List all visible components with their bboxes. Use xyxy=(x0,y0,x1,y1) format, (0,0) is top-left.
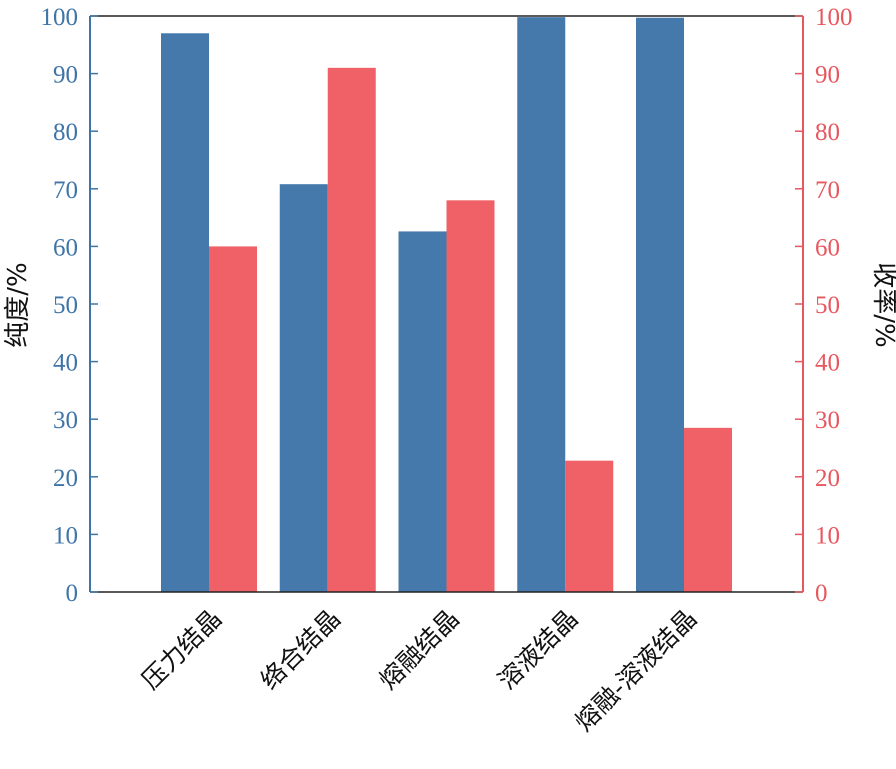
right-tick-label: 50 xyxy=(815,292,840,319)
left-axis-title: 纯度/% xyxy=(3,262,33,347)
left-tick-label: 40 xyxy=(53,350,78,377)
right-tick-label: 90 xyxy=(815,62,840,89)
right-tick-label: 70 xyxy=(815,177,840,204)
bar-right-2 xyxy=(446,200,495,592)
bar-left-2 xyxy=(398,231,447,592)
bar-left-0 xyxy=(161,33,209,592)
right-tick-label: 10 xyxy=(815,522,840,549)
right-tick-label: 40 xyxy=(815,350,840,377)
right-tick-label: 60 xyxy=(815,234,840,261)
bar-right-4 xyxy=(684,427,732,592)
category-label-3: 溶液结晶 xyxy=(492,604,583,695)
bar-right-3 xyxy=(565,460,614,592)
bar-left-3 xyxy=(517,17,566,593)
left-tick-label: 30 xyxy=(53,407,78,434)
left-tick-label: 80 xyxy=(53,119,78,146)
left-tick-label: 0 xyxy=(66,580,79,607)
bar-right-1 xyxy=(327,67,376,593)
right-tick-label: 80 xyxy=(815,119,840,146)
left-tick-label: 100 xyxy=(41,4,79,31)
category-label-4: 熔融-溶液结晶 xyxy=(569,604,702,737)
category-label-0: 压力结晶 xyxy=(136,604,227,695)
right-axis-ticks: 0 10 20 30 40 50 60 70 80 90 100 xyxy=(795,4,853,607)
right-tick-label: 100 xyxy=(815,4,853,31)
left-tick-label: 10 xyxy=(53,522,78,549)
left-tick-label: 50 xyxy=(53,292,78,319)
left-tick-label: 20 xyxy=(53,465,78,492)
bar-left-1 xyxy=(279,184,328,592)
right-tick-label: 30 xyxy=(815,407,840,434)
right-axis-title: 收率/% xyxy=(869,262,896,347)
left-tick-label: 60 xyxy=(53,234,78,261)
right-tick-label: 20 xyxy=(815,465,840,492)
category-label-2: 熔融结晶 xyxy=(374,604,465,695)
left-tick-label: 70 xyxy=(53,177,78,204)
bar-right-0 xyxy=(209,246,257,592)
bar-left-4 xyxy=(636,17,684,592)
bar-group xyxy=(161,17,732,593)
left-tick-label: 90 xyxy=(53,62,78,89)
right-tick-label: 0 xyxy=(815,580,828,607)
left-axis-ticks: 0 10 20 30 40 50 60 70 80 90 100 xyxy=(41,4,98,607)
category-label-1: 络合结晶 xyxy=(255,604,346,695)
